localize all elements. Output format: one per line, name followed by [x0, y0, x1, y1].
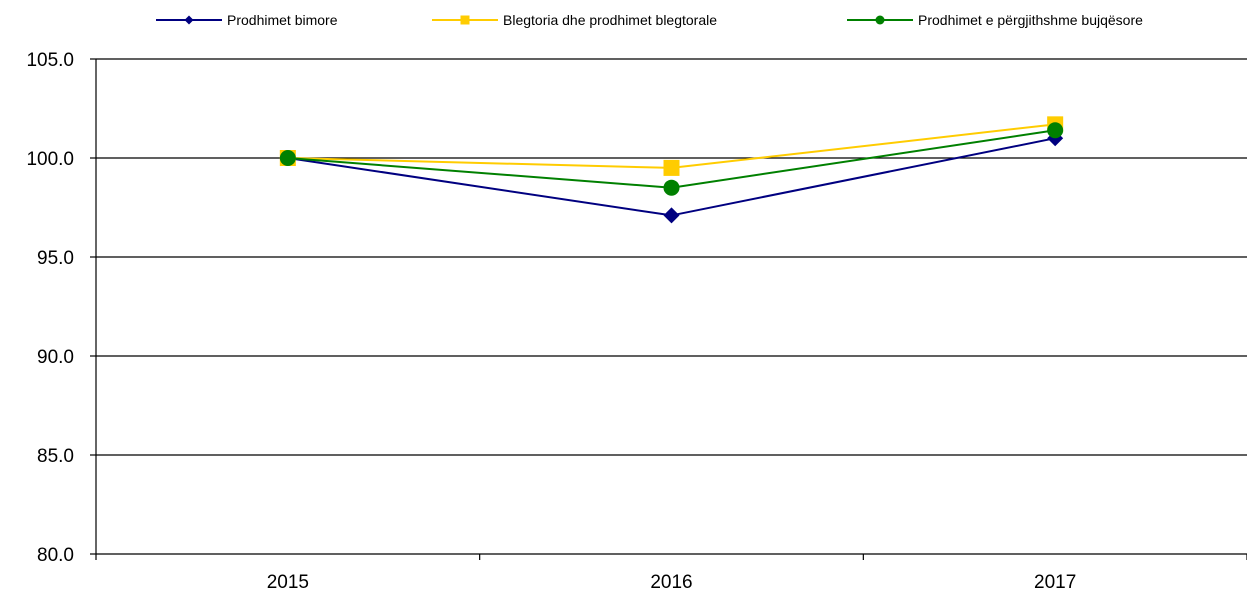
- legend-item-0: Prodhimet bimore: [156, 12, 338, 28]
- legend-item-2: Prodhimet e përgjithshme bujqësore: [847, 12, 1143, 28]
- legend-label-1: Blegtoria dhe prodhimet blegtorale: [503, 12, 717, 28]
- series-group: [279, 116, 1064, 224]
- series-0: [279, 130, 1064, 224]
- data-point-2-1: [663, 179, 680, 196]
- series-line-2: [287, 129, 1056, 189]
- axes: 80.0 85.0 90.0 95.0 100.0 105.0 2015 2016 2017: [26, 50, 1247, 593]
- y-tick-label: 105.0: [26, 50, 74, 71]
- data-point-1-1: [663, 159, 680, 176]
- data-point-0-1: [663, 207, 680, 224]
- data-point-2-2: [1047, 122, 1064, 139]
- y-tick-label: 90.0: [37, 347, 74, 368]
- y-tick-label: 95.0: [37, 248, 74, 269]
- legend-marker-0: [184, 15, 194, 25]
- legend-label-2: Prodhimet e përgjithshme bujqësore: [918, 12, 1143, 28]
- legend-label-0: Prodhimet bimore: [227, 12, 338, 28]
- x-tick-label-2015: 2015: [267, 572, 309, 593]
- legend-marker-1: [460, 15, 470, 25]
- grid-lines: [96, 58, 1247, 555]
- x-tick-label-2017: 2017: [1034, 572, 1076, 593]
- x-tick-label-2016: 2016: [650, 572, 692, 593]
- series-line-0: [287, 137, 1056, 217]
- y-tick-label: 85.0: [37, 446, 74, 467]
- data-point-2-0: [279, 150, 296, 166]
- legend: Prodhimet bimore Blegtoria dhe prodhimet …: [156, 12, 1143, 28]
- y-tick-label: 80.0: [37, 545, 74, 566]
- legend-marker-2: [875, 15, 885, 25]
- legend-item-1: Blegtoria dhe prodhimet blegtorale: [432, 12, 717, 28]
- series-2: [279, 122, 1064, 196]
- y-tick-label: 100.0: [26, 149, 74, 170]
